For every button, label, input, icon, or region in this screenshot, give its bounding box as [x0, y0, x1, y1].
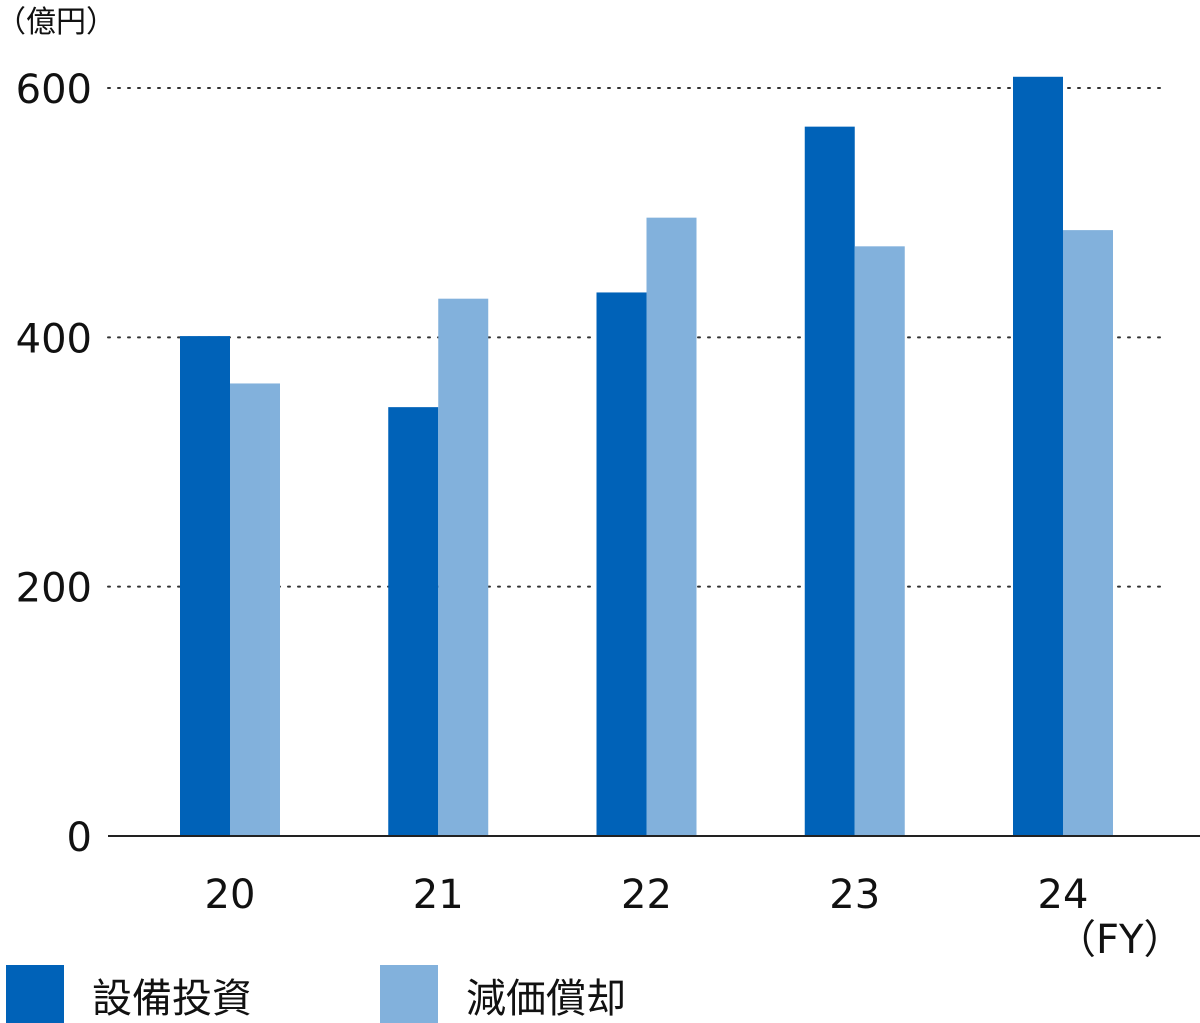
legend-swatch-series-1	[6, 965, 64, 1023]
bar-series-2-24	[1063, 230, 1113, 836]
y-tick-label: 600	[16, 67, 92, 113]
x-tick-label: 24	[1038, 872, 1089, 918]
legend-label-series-2: 減価償却	[466, 976, 626, 1022]
y-tick-label: 400	[16, 316, 92, 362]
bar-series-2-23	[854, 246, 905, 836]
y-tick-label: 200	[16, 566, 92, 612]
bar-series-2-21	[438, 298, 489, 837]
bar-series-2-20	[230, 383, 280, 836]
x-axis-unit-label: （FY）	[1056, 917, 1183, 963]
x-tick-label: 23	[829, 872, 880, 918]
legend-swatch-series-2	[380, 965, 438, 1023]
bar-series-1-24	[1013, 76, 1063, 836]
x-tick-label: 20	[205, 872, 256, 918]
y-tick-label: 0	[67, 815, 92, 861]
x-tick-label: 21	[413, 872, 464, 918]
bar-series-1-21	[388, 407, 439, 836]
x-axis-tick-labels: 20 21 22 23 24	[205, 872, 1089, 918]
x-tick-label: 22	[621, 872, 672, 918]
legend: 設備投資 減価償却	[6, 965, 626, 1023]
bar-series-1-23	[804, 126, 855, 836]
bar-series-1-20	[180, 336, 230, 836]
y-axis-unit-label: （億円）	[0, 5, 116, 40]
y-axis-tick-labels: 0 200 400 600	[16, 67, 92, 861]
legend-label-series-1: 設備投資	[92, 976, 252, 1022]
bar-series-1-22	[596, 292, 647, 836]
bars	[180, 76, 1113, 837]
bar-series-2-22	[646, 217, 697, 837]
